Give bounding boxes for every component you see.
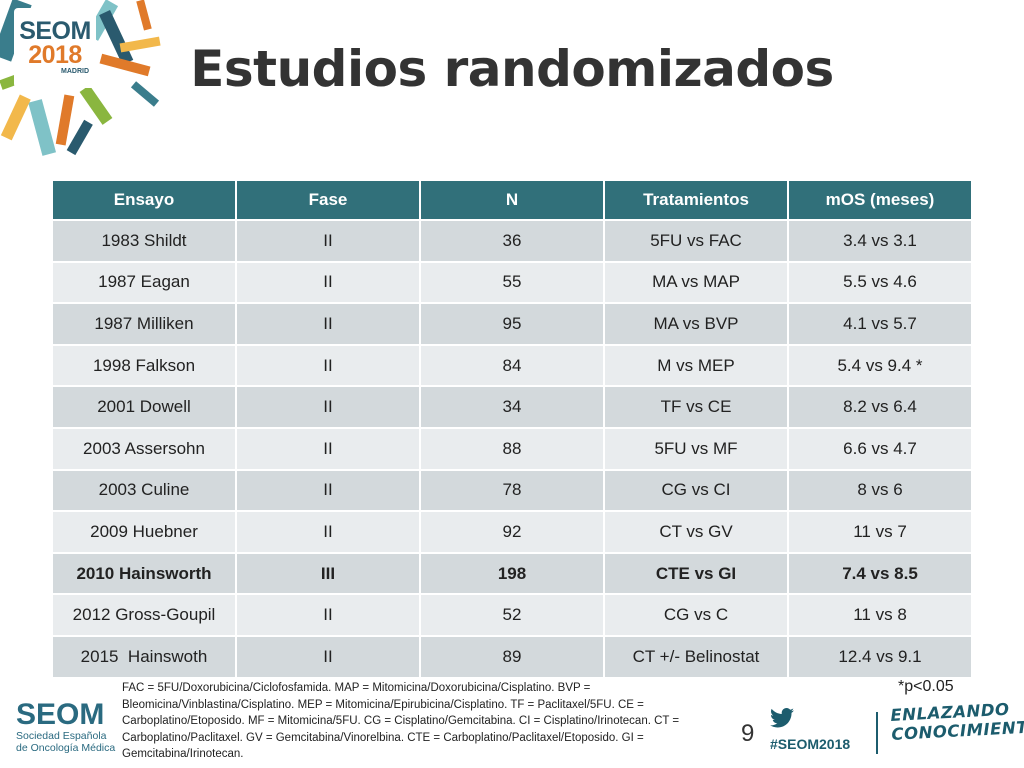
cell-fase: II — [235, 634, 421, 679]
header-tratamientos: Tratamientos — [603, 179, 789, 221]
abbreviations-footnote: FAC = 5FU/Doxorubicina/Ciclofosfamida. M… — [122, 682, 680, 760]
header-n: N — [419, 179, 605, 221]
table-row: 2009 Huebner II 92 CT vs GV 11 vs 7 — [51, 510, 973, 554]
event-hashtag: #SEOM2018 — [770, 736, 851, 752]
cell-fase: II — [235, 260, 421, 305]
table-row: 2003 Culine II 78 CG vs CI 8 vs 6 — [51, 468, 973, 513]
page-number: 9 — [741, 720, 755, 747]
table-row: 2003 Assersohn II 88 5FU vs MF 6.6 vs 4.… — [51, 426, 973, 471]
cell-mos: 11 vs 7 — [787, 510, 973, 554]
slide-title: Estudios randomizados — [190, 40, 834, 98]
tagline: ENLAZANDO CONOCIMIENTO — [890, 698, 1024, 744]
cell-mos: 4.1 vs 5.7 — [787, 302, 973, 346]
logo-line-3: MADRID — [61, 68, 89, 75]
cell-ensayo: 1998 Falkson — [51, 343, 237, 388]
cell-tratamientos: CG vs C — [603, 593, 789, 637]
cell-n: 34 — [419, 385, 605, 429]
cell-tratamientos: CT +/- Belinostat — [603, 634, 789, 679]
cell-n: 89 — [419, 634, 605, 679]
cell-ensayo: 2009 Huebner — [51, 510, 237, 554]
header-mos: mOS (meses) — [787, 179, 973, 221]
cell-mos: 5.4 vs 9.4 * — [787, 343, 973, 388]
table-header-row: Ensayo Fase N Tratamientos mOS (meses) — [51, 179, 973, 221]
cell-n: 198 — [419, 551, 605, 596]
significance-note: *p<0.05 — [898, 678, 954, 695]
cell-fase: II — [235, 302, 421, 346]
table-row: 2015 Hainswoth II 89 CT +/- Belinostat 1… — [51, 634, 973, 679]
table-row: 1998 Falkson II 84 M vs MEP 5.4 vs 9.4 * — [51, 343, 973, 388]
cell-fase: II — [235, 219, 421, 263]
cell-fase: III — [235, 551, 421, 596]
table-row: 2001 Dowell II 34 TF vs CE 8.2 vs 6.4 — [51, 385, 973, 429]
header-ensayo: Ensayo — [51, 179, 237, 221]
cell-mos: 8.2 vs 6.4 — [787, 385, 973, 429]
cell-n: 84 — [419, 343, 605, 388]
cell-fase: II — [235, 593, 421, 637]
cell-ensayo: 2015 Hainswoth — [51, 634, 237, 679]
cell-n: 55 — [419, 260, 605, 305]
cell-n: 88 — [419, 426, 605, 471]
logo-line-2: 2018 — [28, 41, 82, 69]
cell-n: 92 — [419, 510, 605, 554]
cell-mos: 11 vs 8 — [787, 593, 973, 637]
trials-table: Ensayo Fase N Tratamientos mOS (meses) 1… — [51, 179, 973, 679]
cell-ensayo: 2012 Gross-Goupil — [51, 593, 237, 637]
cell-ensayo: 2010 Hainsworth — [51, 551, 237, 596]
cell-tratamientos: MA vs BVP — [603, 302, 789, 346]
logo-line-1: SEOM — [19, 17, 91, 45]
cell-n: 78 — [419, 468, 605, 513]
table-row: 1983 Shildt II 36 5FU vs FAC 3.4 vs 3.1 — [51, 219, 973, 263]
cell-fase: II — [235, 343, 421, 388]
seom-subtitle-1: Sociedad Española — [16, 730, 107, 742]
seom-badge: SEOM 2018 MADRID — [14, 8, 96, 88]
cell-n: 95 — [419, 302, 605, 346]
divider — [876, 712, 878, 754]
cell-mos: 3.4 vs 3.1 — [787, 219, 973, 263]
cell-ensayo: 2001 Dowell — [51, 385, 237, 429]
cell-n: 36 — [419, 219, 605, 263]
seom-subtitle-2: de Oncología Médica — [16, 742, 116, 754]
cell-tratamientos: MA vs MAP — [603, 260, 789, 305]
cell-ensayo: 2003 Assersohn — [51, 426, 237, 471]
cell-mos: 7.4 vs 8.5 — [787, 551, 973, 596]
cell-mos: 12.4 vs 9.1 — [787, 634, 973, 679]
table-row: 2012 Gross-Goupil II 52 CG vs C 11 vs 8 — [51, 593, 973, 637]
confetti-decoration — [0, 0, 161, 156]
cell-tratamientos: CTE vs GI — [603, 551, 789, 596]
cell-fase: II — [235, 510, 421, 554]
cell-fase: II — [235, 468, 421, 513]
header-fase: Fase — [235, 179, 421, 221]
cell-ensayo: 1987 Eagan — [51, 260, 237, 305]
cell-mos: 8 vs 6 — [787, 468, 973, 513]
cell-ensayo: 2003 Culine — [51, 468, 237, 513]
cell-tratamientos: M vs MEP — [603, 343, 789, 388]
seom-wordmark: SEOM — [16, 698, 105, 731]
twitter-bird-icon — [770, 708, 794, 733]
cell-tratamientos: 5FU vs MF — [603, 426, 789, 471]
cell-ensayo: 1987 Milliken — [51, 302, 237, 346]
seom-society-logo: SEOM Sociedad Española de Oncología Médi… — [16, 698, 116, 755]
seom2018-logo: SEOM 2018 MADRID — [0, 0, 170, 160]
table-row: 1987 Milliken II 95 MA vs BVP 4.1 vs 5.7 — [51, 302, 973, 346]
cell-ensayo: 1983 Shildt — [51, 219, 237, 263]
table-row: 1987 Eagan II 55 MA vs MAP 5.5 vs 4.6 — [51, 260, 973, 305]
cell-tratamientos: 5FU vs FAC — [603, 219, 789, 263]
table-row-highlighted: 2010 Hainsworth III 198 CTE vs GI 7.4 vs… — [51, 551, 973, 596]
cell-tratamientos: TF vs CE — [603, 385, 789, 429]
cell-mos: 6.6 vs 4.7 — [787, 426, 973, 471]
cell-tratamientos: CG vs CI — [603, 468, 789, 513]
cell-n: 52 — [419, 593, 605, 637]
cell-fase: II — [235, 385, 421, 429]
cell-fase: II — [235, 426, 421, 471]
cell-tratamientos: CT vs GV — [603, 510, 789, 554]
cell-mos: 5.5 vs 4.6 — [787, 260, 973, 305]
